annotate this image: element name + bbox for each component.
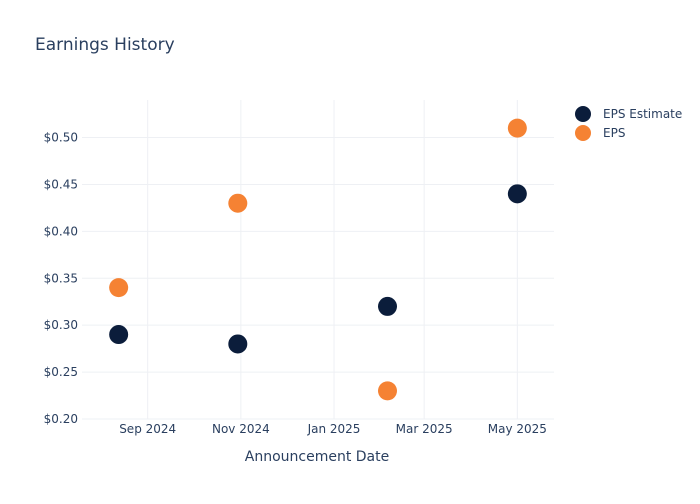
x-tick-label: May 2025: [488, 422, 547, 436]
eps-point[interactable]: [228, 193, 248, 213]
legend-label: EPS Estimate: [603, 107, 682, 121]
eps-point[interactable]: [507, 118, 527, 138]
marks-layer: [109, 118, 527, 401]
chart-title: Earnings History: [35, 35, 175, 55]
eps-point[interactable]: [109, 278, 129, 298]
eps-estimate-point[interactable]: [507, 184, 527, 204]
y-tick-label: $0.25: [44, 365, 78, 379]
y-tick-label: $0.30: [44, 318, 78, 332]
y-tick-label: $0.20: [44, 412, 78, 426]
legend-item-eps-estimate[interactable]: EPS Estimate: [575, 106, 682, 122]
eps-point[interactable]: [378, 381, 398, 401]
eps-estimate-point[interactable]: [109, 325, 129, 345]
legend: EPS Estimate EPS: [575, 106, 682, 141]
x-tick-label: Jan 2025: [307, 422, 361, 436]
x-tick-label: Nov 2024: [212, 422, 270, 436]
x-axis-title: Announcement Date: [245, 449, 389, 465]
legend-marker: [575, 125, 591, 141]
legend-label: EPS: [603, 126, 625, 140]
y-tick-label: $0.45: [44, 177, 78, 191]
legend-item-eps[interactable]: EPS: [575, 125, 625, 141]
y-tick-label: $0.50: [44, 131, 78, 145]
y-tick-label: $0.35: [44, 271, 78, 285]
legend-marker: [575, 106, 591, 122]
grid-layer: [82, 100, 554, 420]
x-tick-label: Mar 2025: [396, 422, 453, 436]
eps-estimate-point[interactable]: [228, 334, 248, 354]
eps-estimate-point[interactable]: [378, 296, 398, 316]
axis-layer: $0.20 $0.25 $0.30 $0.35 $0.40 $0.45 $0.50 Sep 2…: [44, 131, 547, 436]
x-tick-label: Sep 2024: [119, 422, 176, 436]
y-tick-label: $0.40: [44, 224, 78, 238]
